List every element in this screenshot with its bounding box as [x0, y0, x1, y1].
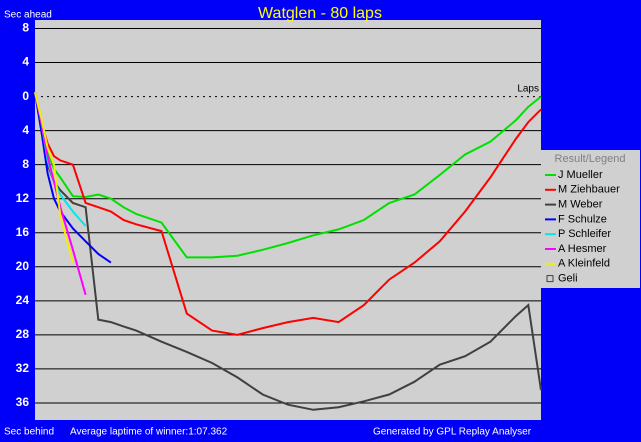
y-tick-label: 0	[22, 89, 29, 103]
y-tick-label: 36	[16, 395, 30, 409]
legend-box	[541, 150, 640, 288]
series-line	[34, 92, 542, 411]
x-label: Laps	[517, 84, 539, 95]
footer-left: Average laptime of winner:1:07.362	[70, 427, 228, 438]
legend-label: M Ziehbauer	[558, 184, 620, 196]
y-tick-label: 4	[22, 55, 29, 69]
legend-label: A Hesmer	[558, 243, 607, 255]
y-tick-label: 4	[22, 123, 29, 137]
footer-right: Generated by GPL Replay Analyser	[373, 427, 532, 438]
y-tick-label: 24	[16, 293, 30, 307]
y-tick-label: 32	[16, 361, 30, 375]
y-tick-label: 16	[16, 225, 30, 239]
legend-label: M Weber	[558, 199, 603, 211]
y-tick-label: 12	[16, 191, 30, 205]
y-label-top: Sec ahead	[4, 10, 52, 21]
legend-title: Result/Legend	[555, 153, 626, 165]
y-tick-label: 20	[16, 259, 30, 273]
y-tick-label: 8	[22, 157, 29, 171]
legend-label: J Mueller	[558, 169, 603, 181]
series-line	[34, 92, 542, 259]
series-line	[34, 92, 542, 336]
legend-label: F Schulze	[558, 213, 607, 225]
legend-label: Geli	[558, 273, 578, 285]
series-line	[34, 92, 74, 263]
legend-symbol	[546, 275, 554, 283]
y-label-bottom: Sec behind	[4, 427, 54, 438]
chart-title: Watglen - 80 laps	[258, 5, 382, 22]
y-tick-label: 8	[22, 21, 29, 35]
legend-label: A Kleinfeld	[558, 258, 610, 270]
y-tick-label: 28	[16, 327, 30, 341]
legend-label: P Schleifer	[558, 228, 611, 240]
plot-area	[35, 20, 541, 420]
